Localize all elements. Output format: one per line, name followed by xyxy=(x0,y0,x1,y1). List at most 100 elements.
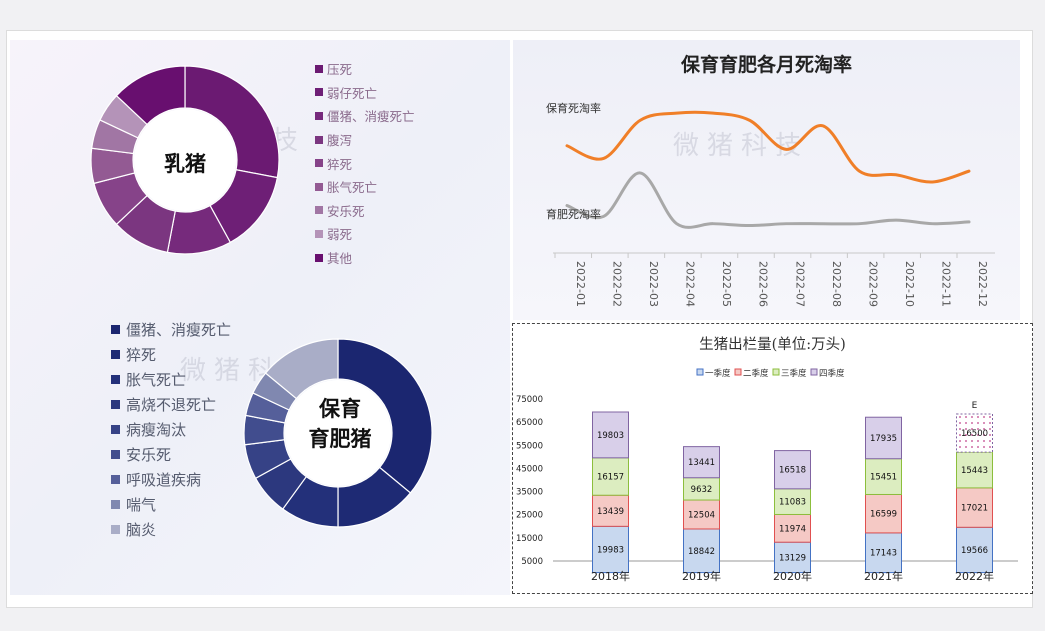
legend-swatch xyxy=(315,182,323,191)
legend-label: 腹泻 xyxy=(327,133,353,149)
legend-swatch xyxy=(111,350,120,359)
legend-label: 安乐死 xyxy=(327,203,365,219)
legend-label: 胀气死亡 xyxy=(126,371,187,389)
bar-data-label: 16157 xyxy=(597,473,624,483)
bar-legend-label: 三季度 xyxy=(781,368,807,379)
y-tick-label: 75000 xyxy=(516,395,543,405)
monthly-mortality-line-panel: 微猪科技 保育育肥各月死淘率 2022-01 2022-02 2022-03 2022… xyxy=(513,40,1020,320)
line-chart-title: 保育育肥各月死淘率 xyxy=(680,54,852,76)
piglet-slice xyxy=(115,65,186,126)
nursery-legend-item: 脑炎 xyxy=(111,517,231,542)
bar-segment xyxy=(865,416,902,460)
legend-label: 弱死 xyxy=(327,227,353,243)
nursery-legend-item: 高烧不退死亡 xyxy=(111,392,231,417)
legend-label: 呼吸道疾病 xyxy=(126,471,202,489)
bar-segment xyxy=(592,525,629,574)
bar-data-label: 13129 xyxy=(779,553,806,563)
legend-label: 压死 xyxy=(327,62,353,78)
bar-segment xyxy=(592,457,629,496)
legend-swatch xyxy=(315,88,323,97)
x-tick-label: 2022-08 xyxy=(830,261,843,307)
x-tick-label: 2022-07 xyxy=(793,261,806,307)
nursery-legend-item: 安乐死 xyxy=(111,442,231,467)
bar-segment xyxy=(865,493,902,534)
bar-legend-swatch xyxy=(734,368,742,376)
bar-data-label: 16518 xyxy=(779,466,806,476)
x-category-label: 2018年 xyxy=(591,569,630,583)
legend-swatch xyxy=(111,525,120,534)
legend-swatch xyxy=(315,229,323,238)
bar-segment xyxy=(592,494,629,527)
legend-swatch xyxy=(111,450,120,459)
legend-label: 高烧不退死亡 xyxy=(126,396,217,414)
piglet-legend-item: 胀气死亡 xyxy=(315,175,415,199)
legend-swatch xyxy=(315,64,323,73)
legend-swatch xyxy=(315,253,323,262)
x-tick-label: 2022-03 xyxy=(647,261,660,307)
legend-swatch xyxy=(111,500,120,509)
nursery-legend-item: 猝死 xyxy=(111,342,231,367)
piglet-legend-item: 弱仔死亡 xyxy=(315,81,415,105)
nursery-donut-center-label: 保育 育肥猪 xyxy=(285,394,395,454)
bar-segment xyxy=(865,458,902,495)
piglet-legend-item: 其他 xyxy=(315,246,415,270)
donut-charts xyxy=(90,65,433,528)
y-tick-label: 5000 xyxy=(521,557,543,567)
piglet-donut-center-label: 乳猪 xyxy=(164,152,206,176)
piglet-legend-item: 腹泻 xyxy=(315,128,415,152)
x-tick-label: 2022-11 xyxy=(939,261,952,307)
bar-segment xyxy=(592,411,629,459)
bar-segment xyxy=(774,450,811,490)
nursery-legend-item: 僵猪、消瘦死亡 xyxy=(111,317,231,342)
bar-legend-label: 四季度 xyxy=(819,368,845,379)
legend-label: 胀气死亡 xyxy=(327,180,378,196)
bar-legend-swatch xyxy=(810,368,818,376)
series-label-nursery: 保育死淘率 xyxy=(546,102,601,115)
piglet-legend-item: 安乐死 xyxy=(315,199,415,223)
legend-swatch xyxy=(111,375,120,384)
legend-swatch xyxy=(315,159,323,168)
x-category-label: 2022年 xyxy=(955,569,994,583)
bar-segment xyxy=(956,526,993,574)
bar-data-label: 13439 xyxy=(597,507,624,517)
legend-label: 喘气 xyxy=(126,496,157,514)
piglet-legend-item: 猝死 xyxy=(315,151,415,175)
piglet-legend-item: 僵猪、消瘦死亡 xyxy=(315,104,415,128)
x-category-label: 2020年 xyxy=(773,569,812,583)
legend-swatch xyxy=(315,111,323,120)
legend-label: 猝死 xyxy=(327,156,353,172)
legend-swatch xyxy=(111,475,120,484)
bar-data-label: 16599 xyxy=(870,510,897,520)
legend-swatch xyxy=(315,135,323,144)
bar-data-label: 11974 xyxy=(779,524,806,534)
nursery-slice xyxy=(264,338,339,400)
legend-label: 安乐死 xyxy=(126,446,172,464)
y-tick-label: 45000 xyxy=(516,464,543,474)
legend-label: 僵猪、消瘦死亡 xyxy=(327,109,415,125)
bar-segment xyxy=(774,513,811,543)
legend-label: 猝死 xyxy=(126,346,157,364)
y-tick-label: 15000 xyxy=(516,534,543,544)
nursery-label-line1: 保育 xyxy=(319,397,361,421)
y-tick-label: 65000 xyxy=(516,418,543,428)
bar-legend-label: 一季度 xyxy=(705,368,731,379)
x-category-label: 2021年 xyxy=(864,569,903,583)
y-tick-label: 35000 xyxy=(516,488,543,498)
bar-data-label: 19566 xyxy=(961,546,988,556)
y-tick-label: 25000 xyxy=(516,511,543,521)
piglet-donut-legend: 压死弱仔死亡僵猪、消瘦死亡 腹泻猝死胀气死亡安乐死弱死其他 xyxy=(315,57,415,269)
bar-segment xyxy=(683,528,720,574)
bar-data-label: 9632 xyxy=(691,485,713,495)
legend-swatch xyxy=(111,325,120,334)
bar-data-label: 17143 xyxy=(870,549,897,559)
piglet-legend-item: 弱死 xyxy=(315,222,415,246)
estimate-annotation: E xyxy=(972,401,978,411)
hog-output-bar-panel: 生猪出栏量(单位:万头) 一季度 二季度 三季度 四季度 75000 65000 55000… xyxy=(512,323,1033,594)
piglet-slice xyxy=(184,65,280,179)
nursery-legend-item: 病瘦淘汰 xyxy=(111,417,231,442)
x-tick-label: 2022-01 xyxy=(574,261,587,307)
bar-segment xyxy=(956,413,993,453)
legend-swatch xyxy=(111,400,120,409)
x-tick-label: 2022-05 xyxy=(720,261,733,307)
bar-data-label: 19803 xyxy=(597,431,624,441)
